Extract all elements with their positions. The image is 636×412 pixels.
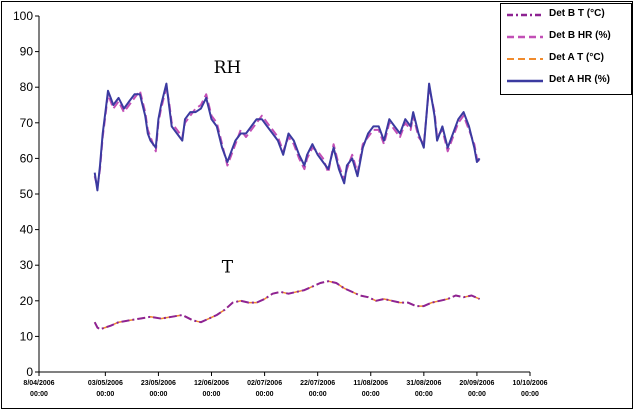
x-tick-label: 8/04/2006	[23, 380, 54, 387]
y-tick-label: 90	[20, 45, 34, 59]
legend-swatch-det-a-hr	[507, 79, 543, 83]
x-tick-label: 10/10/2006	[512, 380, 547, 387]
legend-label-det-a-hr: Det A HR (%)	[549, 74, 610, 85]
y-tick-label: 80	[20, 80, 34, 94]
x-tick-label-time: 00:00	[149, 391, 167, 398]
legend-item-det-b-t: Det B T (°C)	[505, 6, 631, 26]
y-tick-label: 20	[20, 294, 34, 308]
x-tick-label-time: 00:00	[309, 391, 327, 398]
x-tick-label: 03/05/2006	[88, 380, 123, 387]
y-tick-label: 50	[20, 187, 34, 201]
y-tick-label: 60	[20, 151, 34, 165]
legend-label-det-b-hr: Det B HR (%)	[549, 30, 611, 41]
x-tick-label: 23/05/2006	[141, 380, 176, 387]
y-tick-label: 30	[20, 258, 34, 272]
annotation-label: T	[222, 257, 234, 277]
y-tick-label: 10	[20, 329, 34, 343]
legend-swatch-det-b-t	[507, 13, 543, 17]
x-tick-label-time: 00:00	[362, 391, 380, 398]
series-line-0	[93, 280, 481, 331]
x-tick-label-time: 00:00	[96, 391, 114, 398]
x-tick-label-time: 00:00	[203, 391, 221, 398]
legend-swatch-det-b-hr	[507, 35, 543, 39]
legend-swatch-det-a-t	[507, 58, 543, 60]
legend-label-det-a-t: Det A T (°C)	[549, 52, 604, 63]
axes	[35, 15, 531, 376]
x-tick-label-time: 00:00	[468, 391, 486, 398]
series-line-3	[93, 82, 481, 192]
x-tick-label: 22/07/2006	[300, 380, 335, 387]
legend-item-det-a-t: Det A T (°C)	[505, 50, 631, 70]
legend-item-det-a-hr: Det A HR (%)	[505, 72, 631, 92]
x-tick-label-time: 00:00	[30, 391, 48, 398]
legend-label-det-b-t: Det B T (°C)	[549, 8, 605, 19]
x-tick-label: 31/08/2006	[406, 380, 441, 387]
y-tick-label: 40	[20, 223, 34, 237]
x-tick-label-time: 00:00	[256, 391, 274, 398]
y-tick-label: 100	[13, 9, 33, 23]
x-tick-label-time: 00:00	[521, 391, 539, 398]
legend-item-det-b-hr: Det B HR (%)	[505, 28, 631, 48]
y-tick-label: 70	[20, 116, 34, 130]
annotations: RH T	[214, 58, 242, 277]
x-tick-label: 12/06/2006	[194, 380, 229, 387]
series-lines	[93, 82, 481, 331]
x-tick-label: 20/09/2006	[459, 380, 494, 387]
chart-legend: Det B T (°C) Det B HR (%) Det A T (°C) D…	[500, 3, 632, 95]
y-tick-label: 0	[26, 365, 33, 379]
tick-labels: 0 10 20 30 40 50 60 70 80 90 100 8/04/2006 00:00 03/0…	[13, 9, 548, 398]
x-tick-label: 11/08/2006	[353, 380, 388, 387]
annotation-label: RH	[214, 58, 242, 78]
series-line-2	[94, 280, 480, 331]
x-tick-label-time: 00:00	[415, 391, 433, 398]
x-tick-label: 02/07/2006	[247, 380, 282, 387]
